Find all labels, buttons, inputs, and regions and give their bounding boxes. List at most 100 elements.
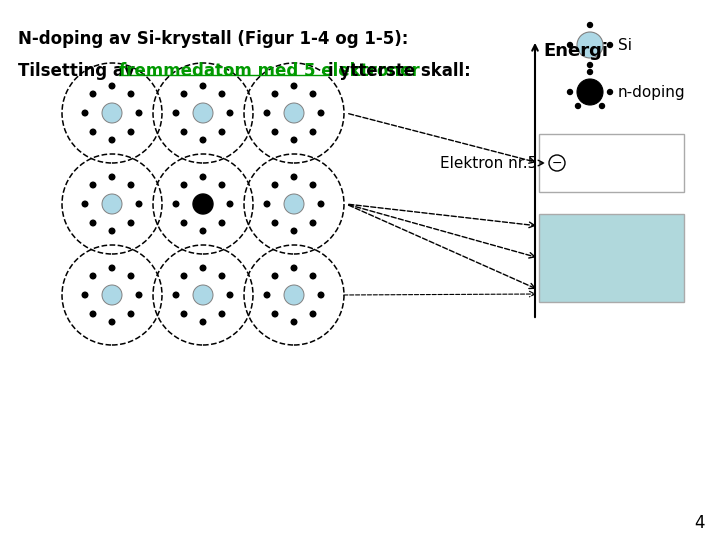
Circle shape [109,319,114,325]
Circle shape [219,129,225,135]
Circle shape [310,273,316,279]
Circle shape [228,110,233,116]
Circle shape [128,220,134,226]
Circle shape [291,319,297,325]
Circle shape [272,91,278,97]
Circle shape [284,285,304,305]
Circle shape [174,201,179,207]
Circle shape [193,285,213,305]
Circle shape [219,91,225,97]
Circle shape [102,103,122,123]
Circle shape [310,220,316,226]
Bar [539,134,684,192]
Circle shape [219,220,225,226]
Circle shape [291,265,297,271]
Circle shape [200,319,206,325]
Circle shape [128,129,134,135]
Circle shape [310,129,316,135]
Circle shape [181,311,186,317]
Circle shape [577,32,603,58]
Circle shape [310,311,316,317]
Circle shape [200,137,206,143]
Circle shape [291,228,297,234]
Circle shape [181,182,186,188]
Circle shape [200,83,206,89]
Circle shape [219,182,225,188]
Circle shape [310,91,316,97]
Circle shape [128,273,134,279]
Circle shape [109,137,114,143]
Circle shape [291,174,297,180]
Circle shape [228,292,233,298]
Circle shape [608,90,613,94]
Circle shape [228,201,233,207]
Circle shape [272,311,278,317]
Circle shape [102,285,122,305]
Text: i ytterste skall:: i ytterste skall: [328,62,470,80]
Circle shape [136,201,142,207]
Bar [539,214,684,302]
Circle shape [577,79,603,105]
Circle shape [291,83,297,89]
Circle shape [128,91,134,97]
Circle shape [272,220,278,226]
Circle shape [181,220,186,226]
Circle shape [82,110,88,116]
Circle shape [128,182,134,188]
Circle shape [600,104,605,109]
Circle shape [136,292,142,298]
Text: fremmedatom med 5 elektroner: fremmedatom med 5 elektroner [119,62,426,80]
Circle shape [588,63,593,68]
Circle shape [219,311,225,317]
Circle shape [318,110,324,116]
Text: Energi: Energi [543,42,608,60]
Circle shape [109,83,114,89]
Circle shape [82,292,88,298]
Circle shape [219,273,225,279]
Circle shape [193,103,213,123]
Circle shape [90,182,96,188]
Circle shape [272,273,278,279]
Text: 4: 4 [695,514,705,532]
Circle shape [575,104,580,109]
Circle shape [200,174,206,180]
Circle shape [90,220,96,226]
Circle shape [181,129,186,135]
Circle shape [549,155,565,171]
Circle shape [588,70,593,75]
Circle shape [264,110,270,116]
Circle shape [318,201,324,207]
Circle shape [608,43,613,48]
Circle shape [82,201,88,207]
Circle shape [90,311,96,317]
Text: n-doping: n-doping [618,84,685,99]
Text: −: − [552,157,562,170]
Circle shape [318,292,324,298]
Circle shape [200,228,206,234]
Circle shape [291,137,297,143]
Text: N-doping av Si-krystall (Figur 1-4 og 1-5):: N-doping av Si-krystall (Figur 1-4 og 1-… [18,30,408,48]
Circle shape [272,182,278,188]
Circle shape [264,201,270,207]
Circle shape [284,194,304,214]
Circle shape [102,194,122,214]
Circle shape [109,228,114,234]
Circle shape [193,194,213,214]
Circle shape [181,91,186,97]
Circle shape [109,174,114,180]
Circle shape [181,273,186,279]
Circle shape [128,311,134,317]
Circle shape [588,23,593,28]
Circle shape [174,110,179,116]
Circle shape [284,103,304,123]
Circle shape [174,292,179,298]
Circle shape [90,273,96,279]
Circle shape [200,265,206,271]
Circle shape [109,265,114,271]
Circle shape [272,129,278,135]
Circle shape [567,90,572,94]
Circle shape [90,129,96,135]
Circle shape [310,182,316,188]
Circle shape [264,292,270,298]
Text: Tilsetting av: Tilsetting av [18,62,140,80]
